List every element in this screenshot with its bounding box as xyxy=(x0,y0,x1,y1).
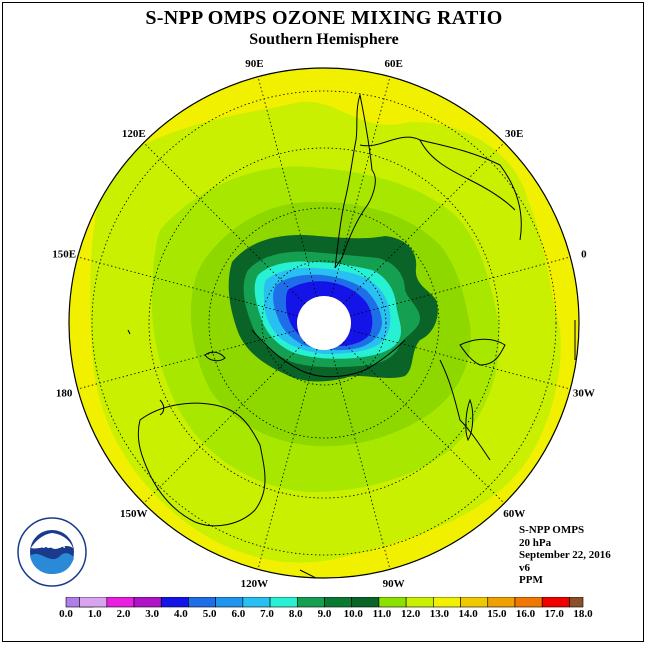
colorbar-segment xyxy=(133,597,162,608)
info-panel: S-NPP OMPS 20 hPa September 22, 2016 v6 … xyxy=(519,524,611,587)
colorbar-segment xyxy=(378,597,407,608)
longitude-label: 120E xyxy=(122,128,146,140)
longitude-label: 180 xyxy=(56,388,73,400)
colorbar-segment xyxy=(460,597,489,608)
colorbar-tick-label: 3.0 xyxy=(145,608,160,620)
colorbar-segment xyxy=(405,597,434,608)
colorbar-tick-label: 8.0 xyxy=(288,608,303,620)
colorbar-tick-label: 14.0 xyxy=(458,608,478,620)
colorbar-ticks: 0.0 1.0 2.0 3.0 4.0 5.0 6.0 7.0 8.0 9.0 10.0 11.0 12… xyxy=(0,608,648,622)
colorbar-tick-label: 7.0 xyxy=(260,608,274,620)
colorbar-tick-label: 17.0 xyxy=(544,608,564,620)
longitude-label: 30W xyxy=(573,388,595,400)
colorbar-segment xyxy=(242,597,271,608)
colorbar-tick-label: 2.0 xyxy=(116,608,131,620)
info-instrument: S-NPP OMPS xyxy=(519,524,585,536)
coastlines xyxy=(127,93,576,578)
longitude-label: 120W xyxy=(241,578,269,590)
longitude-label: 0 xyxy=(581,248,587,260)
colorbar-tick-label: 4.0 xyxy=(174,608,188,620)
graticule xyxy=(77,76,571,570)
longitude-label: 60E xyxy=(384,58,402,70)
colorbar-segment xyxy=(188,597,216,608)
colorbar-tick-label: 13.0 xyxy=(429,608,449,620)
info-date: September 22, 2016 xyxy=(519,549,611,561)
colorbar-tick-label: 16.0 xyxy=(515,608,536,620)
map-title: S-NPP OMPS OZONE MIXING RATIO xyxy=(145,7,503,29)
colorbar-tick-label: 10.0 xyxy=(343,608,363,620)
colorbar-segment xyxy=(296,597,325,608)
colorbar-segment xyxy=(487,597,516,608)
map-border xyxy=(68,67,580,579)
colorbar-segment xyxy=(569,597,584,608)
longitude-label: 90E xyxy=(245,58,263,70)
colorbar-tick-label: 18.0 xyxy=(573,608,593,620)
longitude-label: 150W xyxy=(120,508,148,520)
longitude-label: 150E xyxy=(52,248,76,260)
colorbar-segment xyxy=(351,597,380,608)
pole-hole xyxy=(297,296,351,350)
info-version: v6 xyxy=(519,561,530,574)
info-units: PPM xyxy=(519,574,543,586)
colorbar-segment xyxy=(269,597,298,608)
colorbar-segment xyxy=(79,597,108,608)
noaa-logo-text: NOAA xyxy=(39,540,66,550)
colorbar-tick-label: 1.0 xyxy=(87,608,102,620)
longitude-labels: 0 30W 60W 90W 120W 150W 180 150E 120E 90E 60E 30E xyxy=(52,58,595,590)
colorbar-segment xyxy=(541,597,570,608)
longitude-label: 60W xyxy=(503,508,525,520)
colorbar-segment xyxy=(324,597,353,608)
colorbar-tick-label: 0.0 xyxy=(59,608,73,620)
colorbar-tick-label: 11.0 xyxy=(372,608,392,620)
colorbar-segment xyxy=(433,597,461,608)
colorbar-tick-label: 6.0 xyxy=(231,608,246,620)
image-frame xyxy=(2,2,644,642)
colorbar-tick-label: 12.0 xyxy=(401,608,421,620)
colorbar-segment xyxy=(160,597,189,608)
colorbar-tick-label: 15.0 xyxy=(487,608,507,620)
longitude-label: 90W xyxy=(383,578,405,590)
colorbar-segment xyxy=(215,597,244,608)
colorbar xyxy=(65,597,584,608)
longitude-label: 30E xyxy=(505,128,523,140)
colorbar-tick-label: 5.0 xyxy=(202,608,217,620)
colorbar-tick-label: 9.0 xyxy=(317,608,332,620)
map-subtitle: Southern Hemisphere xyxy=(249,31,399,48)
colorbar-segment xyxy=(106,597,135,608)
info-level: 20 hPa xyxy=(519,536,552,549)
noaa-logo: NOAA xyxy=(17,517,87,587)
colorbar-segment xyxy=(514,597,543,608)
